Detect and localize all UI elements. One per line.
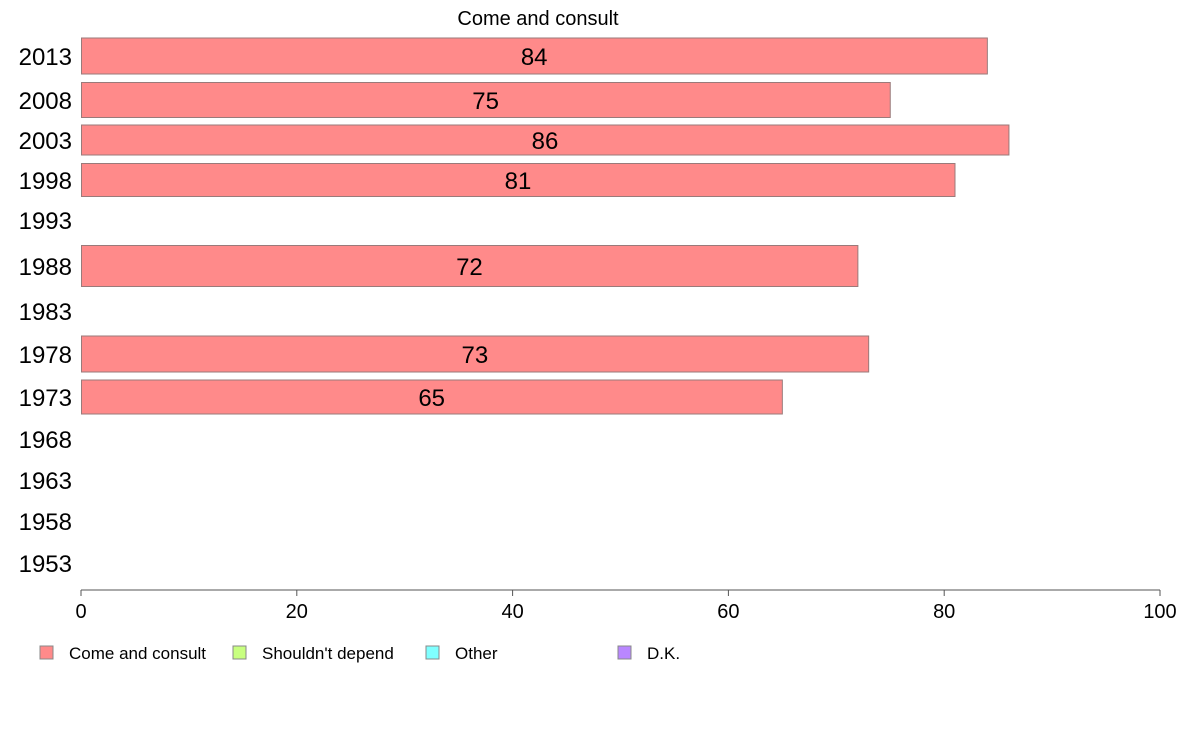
chart-title: Come and consult bbox=[457, 8, 619, 30]
legend-label: D.K. bbox=[647, 644, 680, 663]
y-tick-label: 1983 bbox=[19, 299, 72, 326]
x-tick-label: 0 bbox=[75, 601, 86, 623]
y-tick-label: 1998 bbox=[19, 168, 72, 195]
y-tick-label: 2008 bbox=[19, 88, 72, 115]
bar bbox=[81, 335, 870, 373]
x-tick-label: 80 bbox=[933, 601, 955, 623]
bar-data-label: 73 bbox=[461, 342, 488, 369]
legend-swatch bbox=[617, 645, 632, 660]
bar-data-label: 81 bbox=[505, 168, 532, 195]
y-tick-label: 1973 bbox=[19, 385, 72, 412]
legend-label: Shouldn't depend bbox=[262, 644, 394, 663]
x-tick-label: 100 bbox=[1143, 601, 1176, 623]
y-tick-label: 2013 bbox=[19, 44, 72, 71]
y-tick-label: 1963 bbox=[19, 468, 72, 495]
y-tick-label: 1993 bbox=[19, 208, 72, 235]
legend-swatch bbox=[232, 645, 247, 660]
bar-data-label: 84 bbox=[521, 44, 548, 71]
bar bbox=[81, 245, 859, 287]
bar bbox=[81, 82, 891, 118]
bar-data-label: 86 bbox=[532, 128, 559, 155]
x-axis: 0 20 40 60 80 100 bbox=[75, 589, 1177, 623]
y-tick-label: 1958 bbox=[19, 509, 72, 536]
bar bbox=[81, 37, 988, 75]
bar-data-label: 75 bbox=[472, 88, 499, 115]
y-tick-label: 1978 bbox=[19, 342, 72, 369]
bars-layer bbox=[81, 37, 1010, 415]
legend-label: Come and consult bbox=[69, 644, 206, 663]
legend-label: Other bbox=[455, 644, 498, 663]
y-axis: 2013 2008 2003 1998 1993 1988 1983 1978 1973 1968… bbox=[19, 44, 72, 578]
bar bbox=[81, 163, 956, 197]
y-tick-label: 1988 bbox=[19, 254, 72, 281]
x-tick-label: 20 bbox=[286, 601, 308, 623]
y-tick-label: 1953 bbox=[19, 551, 72, 578]
x-tick-label: 40 bbox=[501, 601, 523, 623]
bar bbox=[81, 124, 1010, 156]
legend-swatch bbox=[39, 645, 54, 660]
x-tick-label: 60 bbox=[717, 601, 739, 623]
bar bbox=[81, 379, 783, 415]
legend-swatch bbox=[425, 645, 440, 660]
legend: Come and consult Shouldn't depend Other D.K… bbox=[39, 644, 680, 663]
y-tick-label: 1968 bbox=[19, 427, 72, 454]
bar-data-label: 72 bbox=[456, 254, 483, 281]
y-tick-label: 2003 bbox=[19, 128, 72, 155]
bar-data-label: 65 bbox=[418, 385, 445, 412]
